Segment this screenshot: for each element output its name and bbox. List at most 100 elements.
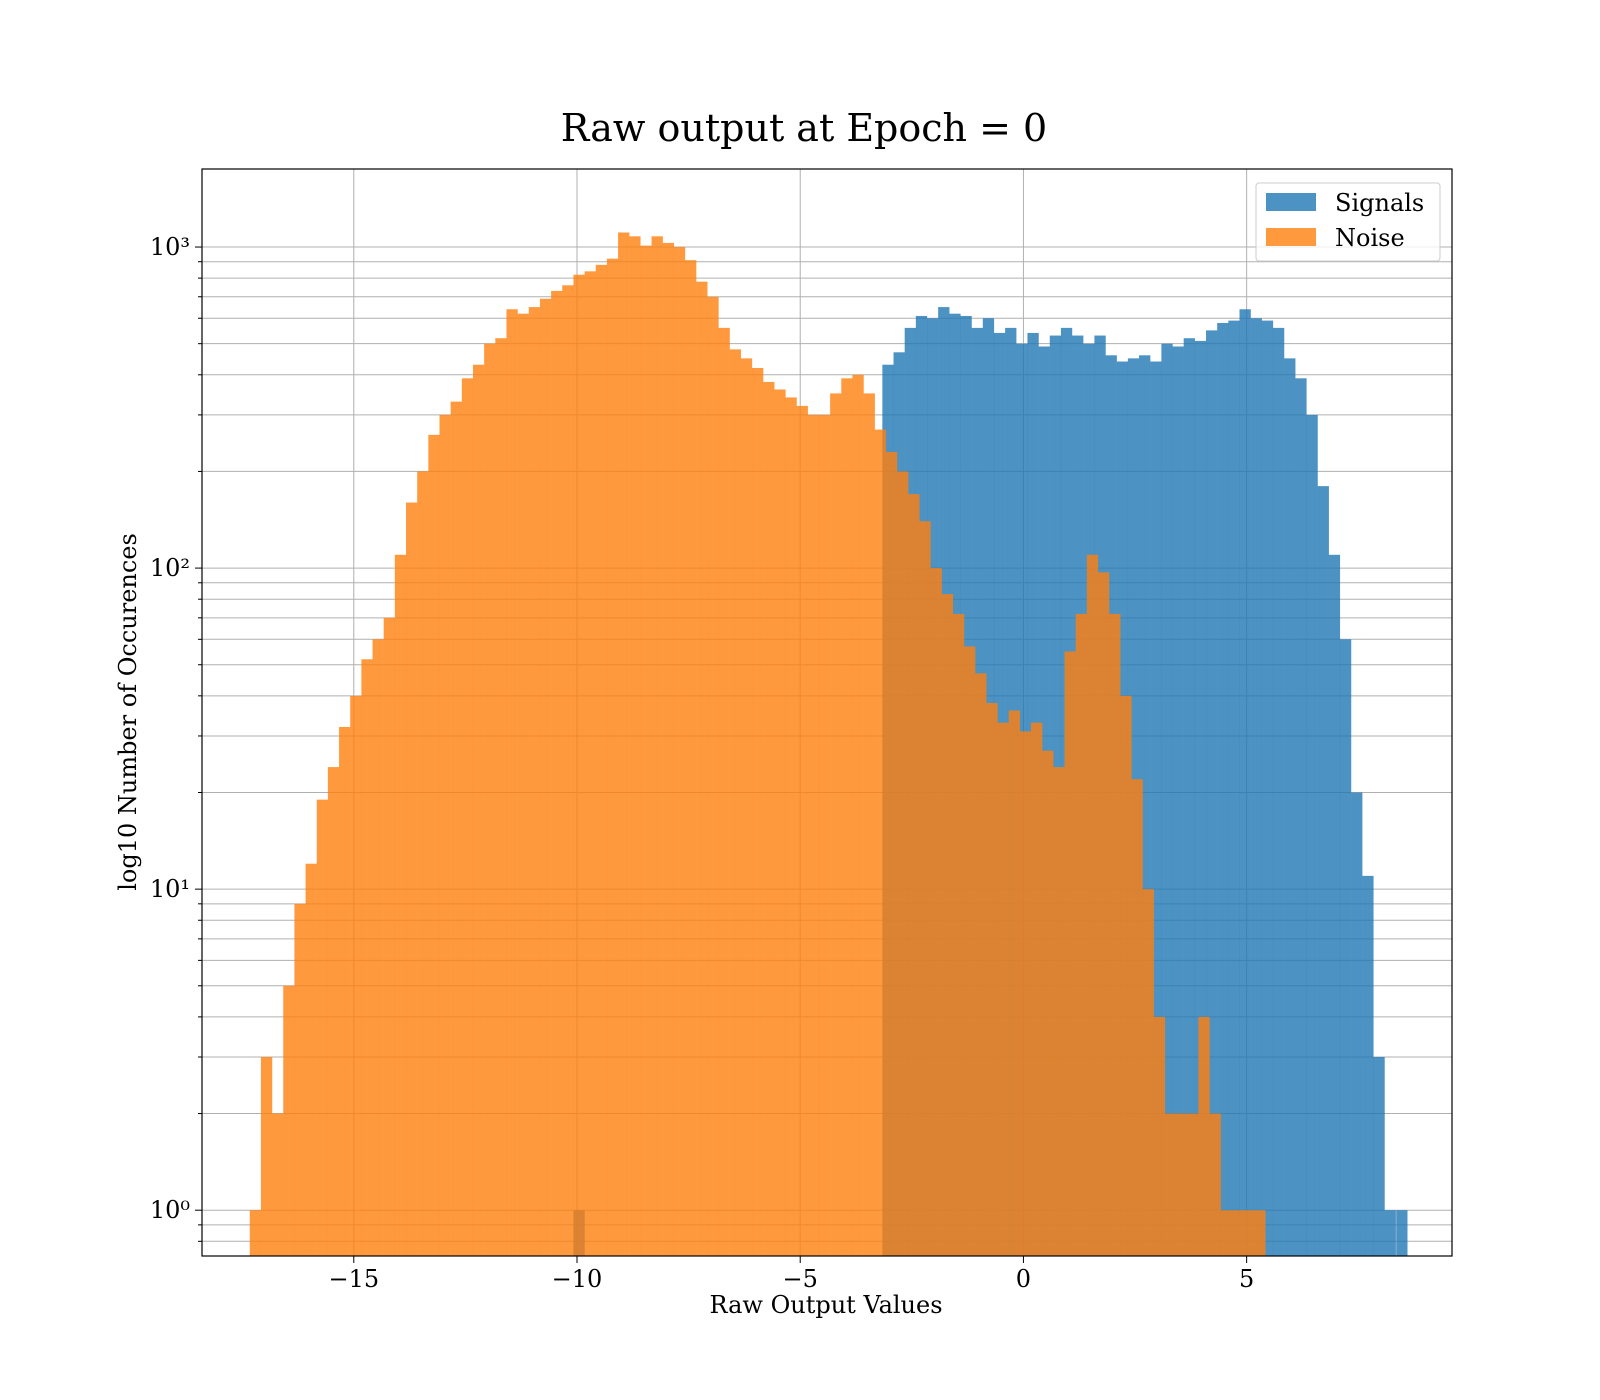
noise-bar [1254, 1210, 1266, 1256]
noise-bar [439, 414, 451, 1256]
signals-bar [1161, 343, 1173, 1256]
noise-bar [428, 434, 440, 1257]
noise-bar [863, 393, 875, 1256]
chart-title: Raw output at Epoch = 0 [561, 106, 1047, 150]
noise-bar [1176, 1113, 1188, 1256]
noise-bar [807, 414, 820, 1256]
noise-bar [383, 617, 395, 1256]
noise-bar [1008, 710, 1020, 1256]
signals-bar [1250, 318, 1262, 1257]
noise-bar [1153, 1016, 1166, 1256]
noise-bar [350, 695, 362, 1256]
noise-bar [1209, 1113, 1221, 1256]
signals-bar [1150, 361, 1162, 1257]
x-tick-label: −15 [328, 1265, 379, 1293]
y-tick-label: 10¹ [150, 875, 190, 903]
signals-bar [1317, 486, 1329, 1256]
noise-bar [696, 281, 708, 1257]
noise-bar [361, 659, 373, 1256]
noise-bar [908, 494, 920, 1256]
noise-bar [975, 673, 987, 1256]
noise-bar [919, 521, 931, 1256]
noise-bar [316, 799, 329, 1256]
noise-bar [551, 290, 563, 1256]
noise-bar [707, 296, 719, 1257]
noise-bar [260, 1057, 273, 1256]
noise-bar [394, 554, 407, 1256]
noise-bar [539, 298, 552, 1256]
signals-bar [1284, 358, 1296, 1257]
noise-bar [517, 313, 529, 1256]
noise-bar [629, 236, 641, 1257]
noise-bar [763, 381, 775, 1256]
noise-bar [986, 702, 998, 1256]
noise-bar [272, 1113, 284, 1256]
noise-bar [718, 327, 730, 1257]
signals-bar [1362, 875, 1374, 1256]
signals-bar [1351, 792, 1363, 1256]
noise-bar [1053, 767, 1065, 1256]
noise-bar [785, 397, 797, 1257]
noise-bar [1086, 554, 1099, 1256]
noise-bar [595, 264, 608, 1256]
noise-bar [506, 309, 518, 1257]
legend: Signals Noise [1255, 182, 1441, 262]
noise-bar [618, 232, 630, 1256]
signals-bar [1172, 346, 1184, 1256]
noise-bar [1031, 722, 1043, 1256]
legend-swatch-noise [1266, 228, 1316, 246]
signals-bar [1206, 330, 1218, 1256]
noise-bar [1120, 695, 1132, 1256]
noise-bar [796, 405, 808, 1256]
noise-bar [461, 378, 474, 1256]
noise-bar [606, 258, 619, 1256]
noise-bar [562, 285, 574, 1257]
legend-label-noise: Noise [1335, 224, 1405, 252]
noise-bar [897, 471, 909, 1257]
noise-bar [249, 1210, 262, 1256]
noise-bar [1187, 1113, 1199, 1256]
noise-bar [673, 247, 686, 1256]
noise-bar [685, 260, 697, 1257]
plot-frame [201, 168, 1453, 1257]
signals-bar [1217, 322, 1229, 1256]
signals-bar [1261, 320, 1274, 1256]
noise-bar [774, 389, 786, 1256]
series-noise-bars [249, 232, 1266, 1257]
noise-bar [640, 245, 652, 1256]
noise-bar [1231, 1210, 1244, 1256]
signals-bar [1306, 414, 1318, 1256]
noise-bar [740, 358, 753, 1257]
x-tick-label: 0 [1016, 1265, 1031, 1293]
noise-bar [495, 338, 507, 1256]
signals-bar [1139, 355, 1151, 1256]
noise-bar [729, 349, 741, 1257]
noise-bar [283, 985, 295, 1256]
signals-bar [1194, 340, 1207, 1256]
noise-bar [1243, 1210, 1255, 1256]
noise-bar [450, 401, 462, 1257]
noise-bar [852, 374, 864, 1256]
y-axis-label: log10 Number of Occurences [114, 533, 142, 891]
signals-bar [1295, 378, 1307, 1256]
noise-bar [327, 767, 340, 1256]
x-axis-ticks: −15 −10 −5 0 5 [328, 1256, 1254, 1293]
noise-bar [841, 378, 853, 1256]
y-tick-label: 10³ [150, 233, 190, 261]
noise-bar [372, 639, 384, 1256]
noise-bar [484, 343, 496, 1256]
signals-bar [1183, 338, 1195, 1256]
noise-bar [1075, 613, 1087, 1256]
noise-bar [1164, 1113, 1177, 1256]
noise-bar [941, 594, 954, 1256]
noise-bar [294, 903, 306, 1256]
noise-bar [528, 307, 541, 1256]
noise-bar [1019, 731, 1032, 1256]
signals-bar [1328, 554, 1341, 1256]
noise-bar [1042, 750, 1054, 1256]
noise-bar [406, 502, 418, 1256]
noise-bar [472, 364, 485, 1256]
legend-label-signals: Signals [1335, 189, 1424, 217]
legend-swatch-signals [1266, 193, 1316, 211]
